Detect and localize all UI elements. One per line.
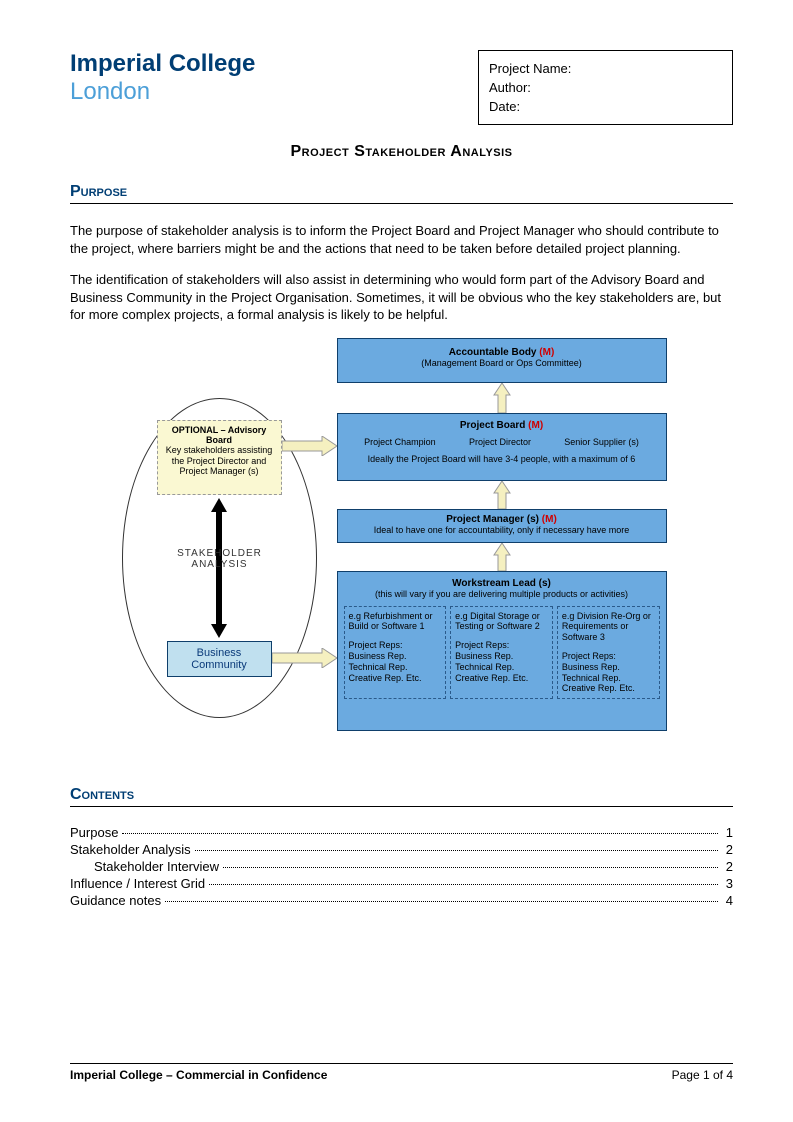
board-roles: Project Champion Project Director Senior… (348, 437, 656, 448)
toc-label: Guidance notes (70, 893, 161, 908)
workstream-col-1: e.g Refurbishment or Build or Software 1… (344, 606, 447, 700)
workstream-cols: e.g Refurbishment or Build or Software 1… (342, 606, 662, 700)
toc-label: Purpose (70, 825, 118, 840)
manager-note: Ideal to have one for accountability, on… (342, 525, 662, 536)
project-board-box: Project Board (M) Project Champion Proje… (337, 413, 667, 481)
arrow-up-icon (492, 383, 512, 413)
meta-date: Date: (489, 99, 722, 114)
toc-page: 3 (722, 876, 733, 891)
meta-author: Author: (489, 80, 722, 95)
contents-heading: Contents (70, 786, 733, 807)
header: Imperial College London Project Name: Au… (70, 50, 733, 125)
arrow-up-icon (492, 481, 512, 509)
toc-row: Stakeholder Interview 2 (70, 859, 733, 874)
meta-project: Project Name: (489, 61, 722, 76)
footer: Imperial College – Commercial in Confide… (70, 1063, 733, 1082)
purpose-heading: Purpose (70, 183, 733, 204)
purpose-p2: The identification of stakeholders will … (70, 271, 733, 324)
toc-label: Stakeholder Interview (70, 859, 219, 874)
toc-row: Influence / Interest Grid 3 (70, 876, 733, 891)
toc-dots (122, 833, 717, 834)
board-note: Ideally the Project Board will have 3-4 … (344, 454, 660, 465)
optional-sub: Key stakeholders assisting the Project D… (162, 445, 277, 477)
org-diagram: Accountable Body (M) (Management Board o… (122, 338, 682, 758)
arrow-right-icon (282, 436, 337, 456)
footer-right: Page 1 of 4 (672, 1068, 733, 1082)
toc-page: 2 (722, 842, 733, 857)
workstream-col-3: e.g Division Re-Org or Requirements or S… (557, 606, 660, 700)
optional-advisory-box: OPTIONAL – Advisory Board Key stakeholde… (157, 420, 282, 495)
manager-title: Project Manager (s) (M) (342, 514, 662, 525)
logo-line1: Imperial College (70, 50, 255, 78)
toc-page: 4 (722, 893, 733, 908)
sa-label: STAKEHOLDERANALYSIS (160, 548, 280, 570)
diagram-container: Accountable Body (M) (Management Board o… (70, 338, 733, 758)
optional-title: OPTIONAL – Advisory Board (162, 425, 277, 445)
logo: Imperial College London (70, 50, 255, 105)
toc-row: Guidance notes 4 (70, 893, 733, 908)
workstream-sub: (this will vary if you are delivering mu… (342, 589, 662, 600)
toc-dots (195, 850, 718, 851)
toc-row: Purpose 1 (70, 825, 733, 840)
board-title: Project Board (M) (344, 420, 660, 431)
logo-line2: London (70, 78, 255, 106)
workstream-title: Workstream Lead (s) (342, 578, 662, 589)
accountable-sub: (Management Board or Ops Committee) (344, 358, 660, 369)
accountable-body-box: Accountable Body (M) (Management Board o… (337, 338, 667, 383)
workstream-box: Workstream Lead (s) (this will vary if y… (337, 571, 667, 731)
toc-dots (209, 884, 718, 885)
project-manager-box: Project Manager (s) (M) Ideal to have on… (337, 509, 667, 543)
arrow-right-icon (272, 648, 337, 668)
toc: Purpose 1 Stakeholder Analysis 2 Stakeho… (70, 825, 733, 908)
meta-box: Project Name: Author: Date: (478, 50, 733, 125)
arrow-up-icon (492, 543, 512, 571)
toc-dots (165, 901, 718, 902)
footer-left: Imperial College – Commercial in Confide… (70, 1068, 327, 1082)
document-title: Project Stakeholder Analysis (70, 143, 733, 161)
workstream-col-2: e.g Digital Storage or Testing or Softwa… (450, 606, 553, 700)
accountable-title: Accountable Body (M) (344, 347, 660, 358)
toc-page: 2 (722, 859, 733, 874)
toc-dots (223, 867, 718, 868)
toc-label: Stakeholder Analysis (70, 842, 191, 857)
toc-label: Influence / Interest Grid (70, 876, 205, 891)
toc-row: Stakeholder Analysis 2 (70, 842, 733, 857)
business-community-box: Business Community (167, 641, 272, 677)
purpose-p1: The purpose of stakeholder analysis is t… (70, 222, 733, 257)
toc-page: 1 (722, 825, 733, 840)
